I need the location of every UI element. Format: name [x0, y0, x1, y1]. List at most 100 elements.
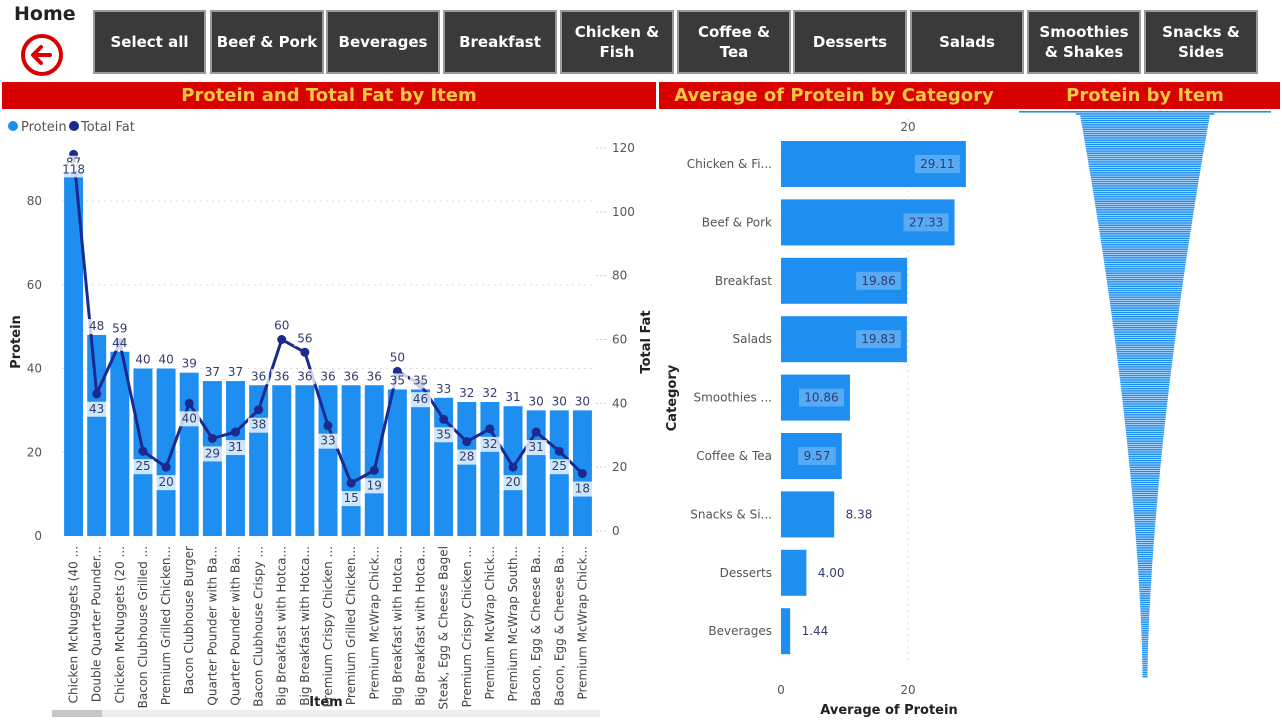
- funnel-bar[interactable]: [1106, 281, 1184, 283]
- funnel-bar[interactable]: [1105, 270, 1185, 272]
- fat-point[interactable]: [508, 462, 518, 472]
- funnel-bar[interactable]: [1098, 222, 1192, 224]
- funnel-bar[interactable]: [1125, 422, 1165, 425]
- funnel-bar[interactable]: [1139, 597, 1151, 599]
- funnel-bar[interactable]: [1097, 220, 1193, 222]
- protein-bar[interactable]: [110, 351, 130, 536]
- funnel-bar[interactable]: [1088, 161, 1202, 163]
- funnel-bar[interactable]: [1128, 455, 1162, 458]
- funnel-bar[interactable]: [1103, 254, 1187, 257]
- funnel-bar[interactable]: [1116, 353, 1174, 355]
- protein-bar[interactable]: [179, 372, 199, 536]
- funnel-bar[interactable]: [1141, 638, 1149, 641]
- funnel-bar[interactable]: [1133, 505, 1157, 508]
- protein-bar[interactable]: [457, 402, 477, 536]
- category-bar[interactable]: [781, 549, 807, 596]
- funnel-bar[interactable]: [1084, 141, 1206, 144]
- funnel-bar[interactable]: [1126, 431, 1164, 434]
- funnel-bar[interactable]: [1138, 568, 1152, 571]
- funnel-bar[interactable]: [1137, 566, 1153, 569]
- funnel-bar[interactable]: [1126, 435, 1164, 438]
- funnel-bar[interactable]: [1132, 496, 1158, 499]
- funnel-bar[interactable]: [1125, 425, 1165, 427]
- funnel-bar[interactable]: [1121, 394, 1169, 397]
- funnel-bar[interactable]: [1141, 647, 1149, 650]
- funnel-bar[interactable]: [1113, 331, 1177, 333]
- funnel-bar[interactable]: [1123, 411, 1167, 414]
- funnel-bar[interactable]: [1139, 586, 1151, 588]
- funnel-bar[interactable]: [1106, 278, 1184, 281]
- funnel-bar[interactable]: [1083, 132, 1207, 135]
- funnel-bar[interactable]: [1122, 403, 1168, 405]
- funnel-bar[interactable]: [1111, 315, 1179, 318]
- funnel-bar[interactable]: [1125, 429, 1165, 431]
- funnel-bar[interactable]: [1090, 176, 1200, 179]
- funnel-bar[interactable]: [1141, 630, 1149, 632]
- funnel-bar[interactable]: [1138, 577, 1152, 580]
- funnel-bar[interactable]: [1099, 233, 1191, 235]
- funnel-bar[interactable]: [1099, 228, 1191, 231]
- funnel-bar[interactable]: [1141, 645, 1149, 647]
- funnel-bar[interactable]: [1087, 156, 1203, 159]
- funnel-bar[interactable]: [1107, 287, 1183, 290]
- funnel-bar[interactable]: [1092, 187, 1198, 189]
- funnel-bar[interactable]: [1116, 348, 1174, 351]
- funnel-bar[interactable]: [1019, 111, 1271, 113]
- funnel-bar[interactable]: [1138, 579, 1152, 582]
- funnel-bar[interactable]: [1123, 405, 1167, 407]
- funnel-bar[interactable]: [1119, 377, 1171, 379]
- funnel-bar[interactable]: [1091, 180, 1199, 183]
- funnel-bar[interactable]: [1090, 174, 1200, 176]
- funnel-bar[interactable]: [1138, 582, 1152, 584]
- funnel-bar[interactable]: [1128, 459, 1162, 462]
- protein-bar[interactable]: [411, 389, 431, 536]
- protein-bar[interactable]: [87, 335, 107, 536]
- funnel-bar[interactable]: [1105, 268, 1185, 270]
- funnel-bar[interactable]: [1132, 492, 1158, 495]
- funnel-bar[interactable]: [1103, 257, 1187, 259]
- funnel-bar[interactable]: [1124, 416, 1166, 418]
- funnel-bar[interactable]: [1104, 265, 1186, 268]
- funnel-bar[interactable]: [1117, 357, 1173, 360]
- funnel-bar[interactable]: [1112, 318, 1178, 320]
- funnel-bar[interactable]: [1080, 117, 1210, 120]
- funnel-bar[interactable]: [1108, 294, 1182, 296]
- funnel-bar[interactable]: [1088, 163, 1202, 165]
- funnel-bar[interactable]: [1142, 667, 1148, 669]
- funnel-bar[interactable]: [1121, 392, 1169, 394]
- funnel-bar[interactable]: [1110, 307, 1180, 309]
- protein-bar[interactable]: [156, 368, 176, 537]
- funnel-bar[interactable]: [1141, 632, 1149, 634]
- funnel-bar[interactable]: [1131, 483, 1159, 486]
- funnel-bar[interactable]: [1118, 363, 1172, 366]
- funnel-bar[interactable]: [1127, 442, 1163, 445]
- nav-button-6[interactable]: Desserts: [793, 10, 907, 74]
- funnel-bar[interactable]: [1115, 342, 1175, 344]
- funnel-bar[interactable]: [1087, 158, 1203, 161]
- funnel-bar[interactable]: [1102, 248, 1188, 250]
- protein-bar[interactable]: [295, 385, 315, 536]
- nav-button-5[interactable]: Coffee & Tea: [677, 10, 791, 74]
- category-bar[interactable]: [781, 608, 791, 655]
- fat-point[interactable]: [254, 405, 264, 415]
- funnel-bar[interactable]: [1142, 669, 1148, 671]
- fat-point[interactable]: [277, 335, 287, 344]
- funnel-bar[interactable]: [1141, 623, 1149, 626]
- funnel-bar[interactable]: [1132, 499, 1158, 501]
- funnel-bar[interactable]: [1117, 361, 1173, 364]
- funnel-bar[interactable]: [1136, 547, 1154, 549]
- funnel-bar[interactable]: [1134, 525, 1156, 527]
- protein-bar[interactable]: [341, 385, 361, 536]
- funnel-bar[interactable]: [1139, 595, 1151, 597]
- funnel-bar[interactable]: [1130, 475, 1160, 477]
- funnel-bar[interactable]: [1109, 296, 1181, 298]
- funnel-bar[interactable]: [1096, 211, 1194, 213]
- funnel-bar[interactable]: [1106, 274, 1184, 277]
- funnel-bar[interactable]: [1126, 440, 1164, 442]
- funnel-bar[interactable]: [1115, 346, 1175, 349]
- funnel-bar[interactable]: [1134, 518, 1156, 521]
- funnel-bar[interactable]: [1116, 350, 1174, 353]
- funnel-bar[interactable]: [1087, 154, 1203, 157]
- funnel-bar[interactable]: [1095, 206, 1195, 209]
- funnel-bar[interactable]: [1102, 250, 1188, 253]
